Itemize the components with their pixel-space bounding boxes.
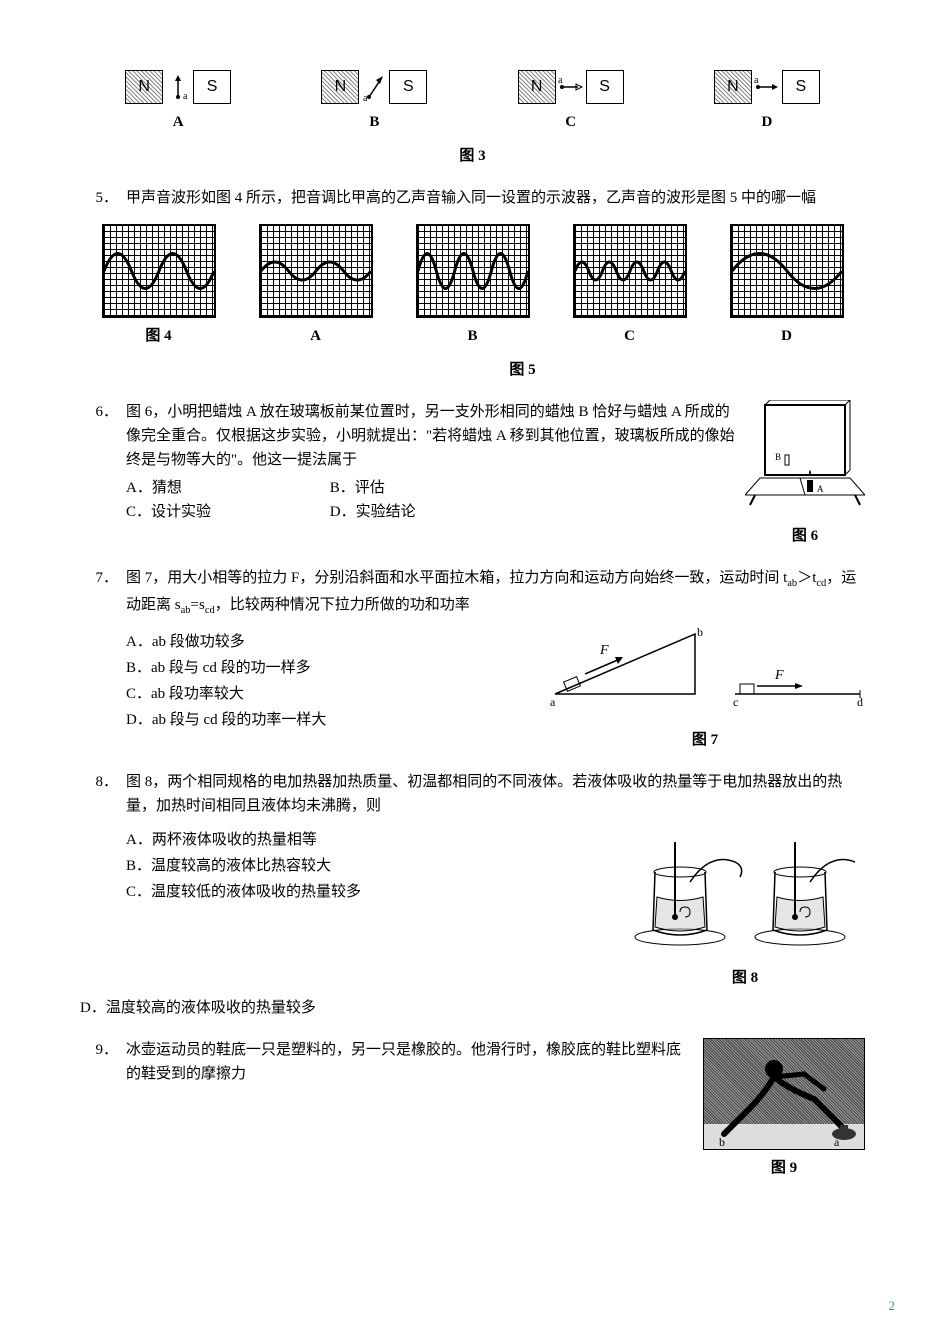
svg-text:B: B [775, 452, 781, 462]
pole-n: N [518, 70, 556, 104]
wave-label-a: A [310, 324, 321, 348]
question-6: 6． 图 6，小明把蜡烛 A 放在玻璃板前某位置时，另一支外形相同的蜡烛 B 恰… [80, 400, 865, 548]
question-9: 9． 冰壶运动员的鞋底一只是塑料的，另一只是橡胶的。他滑行时，橡胶底的鞋比塑料底… [80, 1038, 865, 1180]
q7-text: 图 7，用大小相等的拉力 F，分别沿斜面和水平面拉木箱，拉力方向和运动方向始终一… [126, 566, 865, 620]
question-7: 7． 图 7，用大小相等的拉力 F，分别沿斜面和水平面拉木箱，拉力方向和运动方向… [80, 566, 865, 752]
q6-number: 6． [80, 400, 126, 548]
fig6-caption: 图 6 [745, 524, 865, 548]
svg-text:a: a [558, 75, 563, 86]
q6-opt-a: A．猜想 [126, 476, 326, 500]
pole-s: S [389, 70, 427, 104]
fig6-mirror-icon: B A [745, 400, 865, 510]
q6-options: A．猜想 B．评估 C．设计实验 D．实验结论 [126, 476, 735, 524]
svg-text:b: b [719, 1135, 725, 1149]
fig3-label-c: C [565, 110, 576, 134]
magnet-a: N a S [125, 70, 231, 104]
fig3-caption: 图 3 [80, 144, 865, 168]
wave-icon [261, 226, 371, 316]
wave-icon [575, 226, 685, 316]
needle-right-hollow-icon: a [556, 71, 586, 103]
question-5: 5． 甲声音波形如图 4 所示，把音调比甲高的乙声音输入同一设置的示波器，乙声音… [80, 186, 865, 214]
pole-s: S [193, 70, 231, 104]
svg-text:a: a [834, 1135, 840, 1149]
q8-opt-c: C．温度较低的液体吸收的热量较多 [126, 880, 615, 904]
fig3-option-d: N a S D [714, 70, 820, 134]
q7-number: 7． [80, 566, 126, 752]
magnet-d: N a S [714, 70, 820, 104]
svg-text:A: A [817, 484, 824, 494]
needle-gap-b: a [359, 71, 389, 103]
needle-up-icon: a [163, 71, 193, 103]
q8-opt-b: B．温度较高的液体比热容较大 [126, 854, 615, 878]
svg-text:F: F [774, 668, 784, 683]
wave-d: D [730, 224, 844, 348]
svg-text:a: a [363, 93, 368, 103]
q8-number: 8． [80, 770, 126, 990]
wave-icon [418, 226, 528, 316]
q6-text: 图 6，小明把蜡烛 A 放在玻璃板前某位置时，另一支外形相同的蜡烛 B 恰好与蜡… [126, 400, 735, 472]
q8-opt-d-outdent: D．温度较高的液体吸收的热量较多 [80, 996, 865, 1020]
magnet-b: N a S [321, 70, 427, 104]
q7-options: A．ab 段做功较多 B．ab 段与 cd 段的功一样多 C．ab 段功率较大 … [126, 628, 535, 734]
q8-options: A．两杯液体吸收的热量相等 B．温度较高的液体比热容较大 C．温度较低的液体吸收… [126, 826, 615, 906]
fig8-beakers-icon [625, 822, 865, 952]
fig3-option-c: N a S C [518, 70, 624, 134]
q7-opt-c: C．ab 段功率较大 [126, 682, 535, 706]
q7-opt-d: D．ab 段与 cd 段的功率一样大 [126, 708, 535, 732]
svg-text:a: a [183, 91, 188, 102]
needle-diag-icon: a [359, 71, 389, 103]
magnet-c: N a S [518, 70, 624, 104]
fig7-caption: 图 7 [545, 728, 865, 752]
q8-opt-a: A．两杯液体吸收的热量相等 [126, 828, 615, 852]
q7-opt-b: B．ab 段与 cd 段的功一样多 [126, 656, 535, 680]
wave-icon [104, 226, 214, 316]
wave-label-d: D [781, 324, 792, 348]
q7-opt-a: A．ab 段做功较多 [126, 630, 535, 654]
fig3-option-b: N a S B [321, 70, 427, 134]
fig3-label-a: A [173, 110, 184, 134]
svg-text:b: b [697, 625, 703, 639]
needle-gap-d: a [752, 71, 782, 103]
needle-gap-a: a [163, 71, 193, 103]
svg-text:F: F [599, 643, 609, 658]
fig3-option-a: N a S A [125, 70, 231, 134]
q6-opt-b: B．评估 [330, 476, 530, 500]
svg-text:a: a [754, 75, 759, 86]
pole-n: N [125, 70, 163, 104]
svg-text:c: c [733, 695, 738, 709]
pole-n: N [714, 70, 752, 104]
q5-number: 5． [80, 186, 126, 214]
fig8-caption: 图 8 [625, 966, 865, 990]
q5-text: 甲声音波形如图 4 所示，把音调比甲高的乙声音输入同一设置的示波器，乙声音的波形… [126, 186, 865, 210]
q9-text: 冰壶运动员的鞋底一只是塑料的，另一只是橡胶的。他滑行时，橡胶底的鞋比塑料底的鞋受… [126, 1038, 693, 1086]
fig3-label-d: D [761, 110, 772, 134]
pole-s: S [782, 70, 820, 104]
wave-b: B [416, 224, 530, 348]
q8-text: 图 8，两个相同规格的电加热器加热质量、初温都相同的不同液体。若液体吸收的热量等… [126, 770, 865, 818]
wave-c: C [573, 224, 687, 348]
wave-label-0: 图 4 [145, 324, 171, 348]
svg-text:a: a [550, 695, 556, 709]
figure-3-row: N a S A N a [80, 70, 865, 134]
q9-number: 9． [80, 1038, 126, 1180]
question-8: 8． 图 8，两个相同规格的电加热器加热质量、初温都相同的不同液体。若液体吸收的… [80, 770, 865, 990]
fig9-caption: 图 9 [703, 1156, 865, 1180]
q6-opt-c: C．设计实验 [126, 500, 326, 524]
wave-label-b: B [467, 324, 477, 348]
pole-s: S [586, 70, 624, 104]
page-number: 2 [889, 1296, 896, 1317]
wave-icon [732, 226, 842, 316]
wave-label-c: C [624, 324, 635, 348]
wave-fig4: 图 4 [102, 224, 216, 348]
pole-n: N [321, 70, 359, 104]
q6-opt-d: D．实验结论 [330, 500, 530, 524]
fig7-incline-icon: F a b F c d [545, 624, 865, 714]
figure-5-row: 图 4 A B C D [80, 224, 865, 348]
fig5-caption: 图 5 [180, 358, 865, 382]
fig3-label-b: B [369, 110, 379, 134]
fig9-skater-icon: b a [703, 1038, 865, 1150]
wave-a: A [259, 224, 373, 348]
needle-right-icon: a [752, 71, 782, 103]
needle-gap-c: a [556, 71, 586, 103]
